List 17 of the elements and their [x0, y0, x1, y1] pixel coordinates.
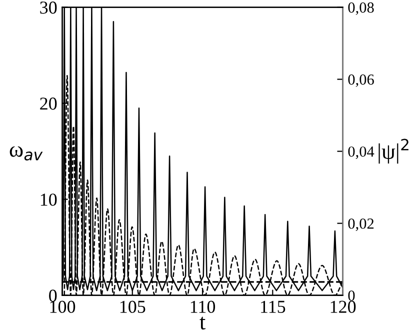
y2-tick-label: 0,02	[348, 218, 374, 231]
y-tick-label: 0	[49, 290, 57, 302]
y-axis-title: ω$_{av}$	[10, 146, 43, 160]
x-tick-label: 115	[261, 300, 286, 313]
y2-tick-label: 0,06	[348, 74, 374, 87]
x-tick-label: 105	[120, 300, 146, 313]
x-tick-label: 120	[330, 300, 356, 313]
y-tick-label: 20	[40, 98, 57, 110]
y2-tick-label: 0	[348, 290, 355, 301]
y2-tick-label: 0,04	[348, 146, 374, 159]
y2-tick-label: 0,08	[348, 2, 374, 15]
y-tick-label: 30	[40, 2, 57, 14]
x-tick-label: 100	[50, 300, 76, 313]
y-tick-label: 10	[40, 194, 57, 206]
x-axis-title: t	[200, 316, 206, 330]
y2-axis-title: |ψ|$^{2}$	[378, 138, 408, 164]
x-tick-label: 110	[190, 300, 216, 313]
